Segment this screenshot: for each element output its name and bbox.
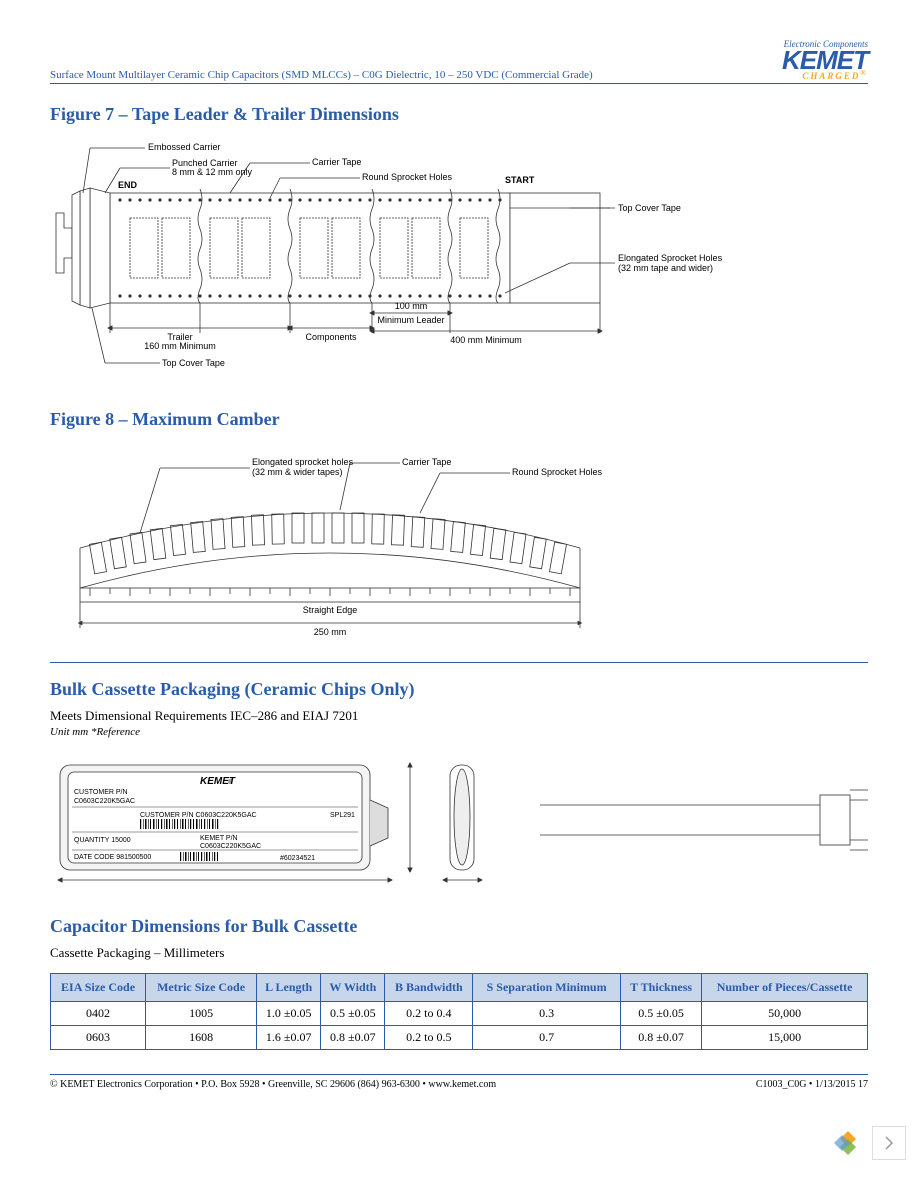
footer-left: © KEMET Electronics Corporation • P.O. B… <box>50 1079 496 1090</box>
svg-text:END: END <box>118 180 138 190</box>
svg-text:SPL291: SPL291 <box>330 812 355 819</box>
dim-subtext: Cassette Packaging – Millimeters <box>50 945 868 961</box>
svg-text:Straight Edge: Straight Edge <box>303 605 358 615</box>
svg-text:250 mm: 250 mm <box>314 627 347 637</box>
page-footer: © KEMET Electronics Corporation • P.O. B… <box>50 1074 868 1090</box>
viewer-nav <box>0 1120 918 1170</box>
table-header-row: EIA Size Code Metric Size Code L Length … <box>51 974 868 1002</box>
figure7-title: Figure 7 – Tape Leader & Trailer Dimensi… <box>50 104 868 125</box>
col-pieces: Number of Pieces/Cassette <box>702 974 868 1002</box>
col-eia: EIA Size Code <box>51 974 146 1002</box>
svg-text:100 mm: 100 mm <box>395 301 428 311</box>
svg-text:C0603C220K5GAC: C0603C220K5GAC <box>74 798 135 805</box>
svg-text:Round Sprocket Holes: Round Sprocket Holes <box>512 467 603 477</box>
footer-right: C1003_C0G • 1/13/2015 17 <box>756 1079 868 1090</box>
figure7-diagram: Embossed Carrier Punched Carrier 8 mm & … <box>50 133 868 393</box>
col-thickness: T Thickness <box>620 974 701 1002</box>
svg-text:Top Cover Tape: Top Cover Tape <box>618 203 681 213</box>
table-row: 0603 1608 1.6 ±0.07 0.8 ±0.07 0.2 to 0.5… <box>51 1026 868 1050</box>
figure8-title: Figure 8 – Maximum Camber <box>50 409 868 430</box>
svg-text:Round Sprocket Holes: Round Sprocket Holes <box>362 172 453 182</box>
svg-text:C0603C220K5GAC: C0603C220K5GAC <box>200 843 261 850</box>
svg-text:Minimum Leader: Minimum Leader <box>377 315 444 325</box>
svg-text:160 mm Minimum: 160 mm Minimum <box>144 341 216 351</box>
svg-text:8 mm & 12 mm only: 8 mm & 12 mm only <box>172 167 253 177</box>
col-width: W Width <box>321 974 385 1002</box>
svg-text:Carrier Tape: Carrier Tape <box>312 157 361 167</box>
svg-text:CUSTOMER P/N: CUSTOMER P/N <box>74 789 128 796</box>
svg-text:Top Cover Tape: Top Cover Tape <box>162 358 225 368</box>
next-page-button[interactable] <box>872 1126 906 1160</box>
svg-text:START: START <box>505 175 535 185</box>
dim-title: Capacitor Dimensions for Bulk Cassette <box>50 916 868 937</box>
svg-text:DATE CODE 981500500: DATE CODE 981500500 <box>74 854 151 861</box>
svg-text:(32 mm tape and wider): (32 mm tape and wider) <box>618 263 713 273</box>
viewer-logo-icon <box>834 1129 862 1157</box>
svg-text:Embossed Carrier: Embossed Carrier <box>148 142 221 152</box>
col-separation: S Separation Minimum <box>473 974 621 1002</box>
bulk-subtext: Meets Dimensional Requirements IEC–286 a… <box>50 708 868 724</box>
svg-text:400 mm Minimum: 400 mm Minimum <box>450 335 522 345</box>
doc-title: Surface Mount Multilayer Ceramic Chip Ca… <box>50 69 593 81</box>
figure8-diagram: Elongated sprocket holes (32 mm & wider … <box>50 438 868 638</box>
svg-text:Elongated Sprocket Holes: Elongated Sprocket Holes <box>618 253 723 263</box>
brand-logo: Electronic Components KEMET CHARGED® <box>782 40 868 81</box>
section-divider <box>50 662 868 663</box>
bulk-ref: Unit mm *Reference <box>50 726 868 738</box>
svg-text:#60234521: #60234521 <box>280 855 315 862</box>
svg-text:QUANTITY 15000: QUANTITY 15000 <box>74 837 131 844</box>
col-metric: Metric Size Code <box>146 974 257 1002</box>
svg-text:(32 mm & wider tapes): (32 mm & wider tapes) <box>252 467 343 477</box>
col-length: L Length <box>257 974 321 1002</box>
svg-text:®: ® <box>228 779 233 786</box>
svg-text:KEMET P/N: KEMET P/N <box>200 835 238 842</box>
page-header: Surface Mount Multilayer Ceramic Chip Ca… <box>50 40 868 84</box>
dimensions-table: EIA Size Code Metric Size Code L Length … <box>50 973 868 1050</box>
table-row: 0402 1005 1.0 ±0.05 0.5 ±0.05 0.2 to 0.4… <box>51 1002 868 1026</box>
svg-text:Carrier Tape: Carrier Tape <box>402 457 451 467</box>
svg-text:Components: Components <box>305 332 357 342</box>
chevron-right-icon <box>884 1136 894 1150</box>
col-bandwidth: B Bandwidth <box>385 974 473 1002</box>
svg-text:CUSTOMER P/N C0603C220K5GAC: CUSTOMER P/N C0603C220K5GAC <box>140 812 257 819</box>
bulk-title: Bulk Cassette Packaging (Ceramic Chips O… <box>50 679 868 700</box>
svg-text:Elongated sprocket holes: Elongated sprocket holes <box>252 457 354 467</box>
cassette-diagram: KEMET ® CUSTOMER P/N C0603C220K5GAC CUST… <box>50 750 868 900</box>
